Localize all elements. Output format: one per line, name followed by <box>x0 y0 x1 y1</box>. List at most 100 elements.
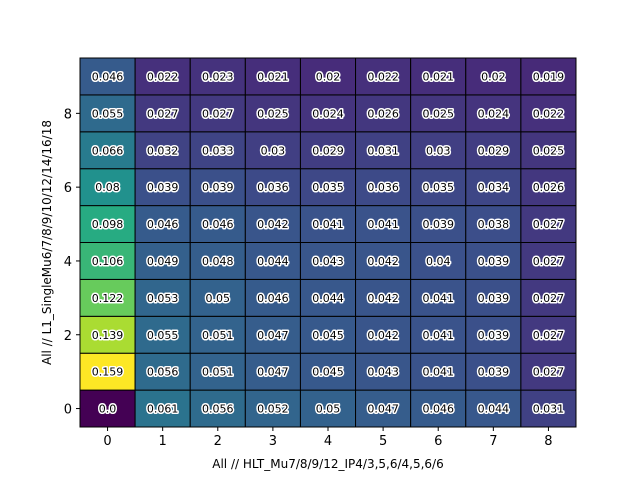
heatmap-cell <box>79 278 136 317</box>
heatmap-cell-value: 0.022 <box>367 70 399 83</box>
heatmap-cell-value: 0.027 <box>533 292 565 305</box>
heatmap-cell-value: 0.045 <box>312 329 344 342</box>
heatmap-cell <box>244 57 301 96</box>
heatmap-cell <box>355 131 412 170</box>
heatmap-cell <box>189 205 246 244</box>
heatmap-cell-value: 0.042 <box>367 292 399 305</box>
heatmap-cell-value: 0.034 <box>478 181 510 194</box>
heatmap-cell-value: 0.025 <box>257 107 289 120</box>
heatmap-cell-value: 0.045 <box>312 366 344 379</box>
heatmap-cell-value: 0.041 <box>422 329 454 342</box>
heatmap-cell-value: 0.047 <box>367 403 399 416</box>
x-tick-label: 5 <box>379 434 387 449</box>
x-tick-label: 3 <box>269 434 277 449</box>
heatmap-cell <box>520 205 577 244</box>
heatmap-cell-value: 0.08 <box>95 181 120 194</box>
heatmap-cell-value: 0.041 <box>312 218 344 231</box>
heatmap-cell <box>355 57 412 96</box>
heatmap-cell <box>134 315 191 354</box>
heatmap-cell-value: 0.039 <box>478 329 510 342</box>
heatmap-cell <box>79 94 136 133</box>
heatmap-cell <box>465 168 522 207</box>
heatmap-cell-value: 0.025 <box>422 107 454 120</box>
heatmap-cell-value: 0.02 <box>316 70 341 83</box>
heatmap-cell-value: 0.03 <box>426 144 451 157</box>
heatmap-cell <box>134 389 191 428</box>
heatmap-cell <box>79 168 136 207</box>
heatmap-cell-value: 0.046 <box>422 403 454 416</box>
heatmap-cell-value: 0.051 <box>202 366 234 379</box>
heatmap-cell <box>410 168 467 207</box>
heatmap-cell-value: 0.027 <box>533 218 565 231</box>
heatmap-cell-value: 0.046 <box>257 292 289 305</box>
heatmap-cell-value: 0.039 <box>147 181 179 194</box>
x-tick-label: 1 <box>159 434 167 449</box>
heatmap-cell <box>355 242 412 280</box>
heatmap-cell <box>244 205 301 244</box>
heatmap-cell-value: 0.035 <box>312 181 344 194</box>
heatmap-cell-value: 0.019 <box>533 70 565 83</box>
heatmap-cell-value: 0.026 <box>367 107 399 120</box>
heatmap-cell-value: 0.048 <box>202 255 234 268</box>
heatmap-cell-value: 0.02 <box>481 70 506 83</box>
heatmap-cell <box>244 94 301 133</box>
heatmap-cell-value: 0.039 <box>478 292 510 305</box>
heatmap-cell-value: 0.053 <box>147 292 179 305</box>
heatmap-cell <box>134 242 191 280</box>
heatmap-cell-value: 0.05 <box>316 403 341 416</box>
y-axis-label: All // L1_SingleMu6/7/8/9/10/12/14/16/18 <box>40 120 54 365</box>
heatmap-cell-value: 0.036 <box>367 181 399 194</box>
heatmap-cell <box>244 352 301 391</box>
x-tick-label: 6 <box>434 434 442 449</box>
y-tick-label: 4 <box>64 255 72 270</box>
heatmap-cell-value: 0.021 <box>257 70 289 83</box>
heatmap-cell-value: 0.044 <box>312 292 344 305</box>
heatmap-cell <box>410 278 467 317</box>
heatmap-cell-value: 0.055 <box>92 107 124 120</box>
heatmap-cell <box>355 168 412 207</box>
heatmap-cell-value: 0.047 <box>257 329 289 342</box>
heatmap-cell-value: 0.0 <box>99 403 117 416</box>
heatmap-cell-value: 0.042 <box>257 218 289 231</box>
heatmap-cell-value: 0.033 <box>202 144 234 157</box>
heatmap-cell-value: 0.122 <box>92 292 124 305</box>
heatmap-cell <box>520 242 577 280</box>
heatmap-cell <box>134 57 191 96</box>
heatmap-cell-value: 0.038 <box>478 218 510 231</box>
heatmap-cell-value: 0.044 <box>478 403 510 416</box>
heatmap-cell-value: 0.041 <box>422 366 454 379</box>
heatmap-cell-value: 0.041 <box>422 292 454 305</box>
heatmap-cell-value: 0.052 <box>257 403 289 416</box>
heatmap-cell <box>410 315 467 354</box>
heatmap-cell <box>355 389 412 428</box>
heatmap-cell-value: 0.027 <box>147 107 179 120</box>
heatmap-cell-labels: 0.0 0.061 0.056 0.052 0.05 0.047 0.046 0.044 0.0… <box>90 69 565 417</box>
heatmap-cell-value: 0.046 <box>202 218 234 231</box>
y-axis-ticks: 0 2 4 6 8 <box>64 107 80 418</box>
heatmap-cell-value: 0.159 <box>92 366 124 379</box>
heatmap-cell-value: 0.027 <box>202 107 234 120</box>
y-tick-label: 6 <box>64 181 72 196</box>
x-tick-label: 7 <box>489 434 497 449</box>
heatmap-cell-value: 0.043 <box>367 366 399 379</box>
heatmap-cell-value: 0.036 <box>257 181 289 194</box>
heatmap-cell-value: 0.039 <box>478 255 510 268</box>
heatmap-cell-value: 0.098 <box>92 218 124 231</box>
heatmap-cell-value: 0.041 <box>367 218 399 231</box>
heatmap-cell-value: 0.042 <box>367 329 399 342</box>
heatmap-cell <box>410 57 467 96</box>
heatmap-cell-value: 0.024 <box>312 107 344 120</box>
heatmap-cell <box>79 352 136 391</box>
heatmap-cell-value: 0.066 <box>92 144 124 157</box>
x-tick-label: 4 <box>324 434 332 449</box>
heatmap-cell-value: 0.029 <box>312 144 344 157</box>
heatmap-cell <box>299 94 357 133</box>
heatmap-cell <box>465 205 522 244</box>
heatmap-cell <box>79 315 136 354</box>
heatmap-cell <box>134 205 191 244</box>
heatmap-cell-value: 0.025 <box>533 144 565 157</box>
heatmap-cell <box>520 315 577 354</box>
heatmap-cell <box>189 131 246 170</box>
heatmap-cell-value: 0.051 <box>202 329 234 342</box>
